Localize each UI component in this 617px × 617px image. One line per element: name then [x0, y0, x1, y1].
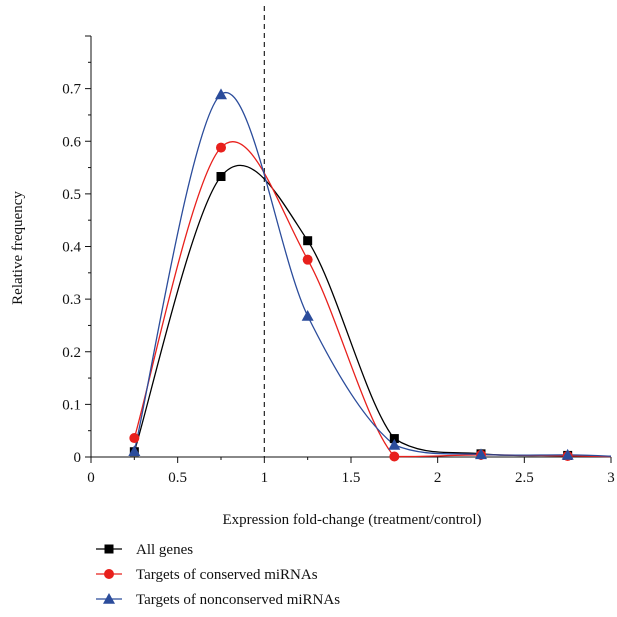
x-tick-label: 2 — [434, 470, 442, 486]
series-line-targets-of-conserved-mirnas — [133, 141, 612, 458]
x-axis-title: Expression fold-change (treatment/contro… — [222, 512, 481, 528]
legend-item-all-genes: All genes — [96, 542, 193, 558]
y-tick-label: 0.6 — [62, 134, 81, 150]
data-point-targets-of-nonconserved-mirnas — [561, 448, 574, 460]
data-point-targets-of-conserved-mirnas — [129, 433, 140, 444]
data-point-all-genes — [389, 434, 399, 444]
x-tick-label: 3 — [607, 470, 615, 486]
data-point-all-genes — [303, 236, 313, 246]
legend-label: Targets of nonconserved miRNAs — [136, 592, 340, 608]
y-tick-label: 0.4 — [62, 240, 81, 256]
legend-label: Targets of conserved miRNAs — [136, 567, 318, 583]
data-point-targets-of-nonconserved-mirnas — [128, 445, 141, 457]
y-tick-label: 0.7 — [62, 82, 81, 98]
legend: All genes Targets of conserved miRNAs Targ… — [96, 542, 340, 608]
data-point-targets-of-conserved-mirnas — [302, 254, 313, 265]
y-axis-title: Relative frequency — [10, 191, 26, 305]
legend-marker — [104, 569, 114, 579]
series-line-targets-of-nonconserved-mirnas — [133, 91, 612, 457]
x-tick-label: 1.5 — [342, 470, 361, 486]
y-tick-label: 0.2 — [62, 345, 81, 361]
data-point-all-genes — [216, 172, 226, 182]
y-tick-label: 0.1 — [62, 397, 81, 413]
legend-marker — [104, 544, 114, 554]
series-line-all-genes — [133, 164, 612, 458]
legend-marker — [103, 593, 115, 604]
y-tick-label: 0.3 — [62, 292, 81, 308]
y-tick-label: 0.5 — [62, 187, 81, 203]
data-point-targets-of-nonconserved-mirnas — [388, 438, 401, 450]
data-point-targets-of-nonconserved-mirnas — [215, 88, 227, 100]
legend-item-targets-of-conserved-mirnas: Targets of conserved miRNAs — [96, 567, 318, 583]
x-tick-label: 0 — [87, 470, 95, 486]
y-tick-label: 0 — [74, 450, 82, 466]
plot-area: 0 0.5 1 1.5 2 2.5 3 0 0.1 0.2 0.3 0.4 0.5 0.6 0.7 — [62, 6, 615, 486]
x-tick-label: 1 — [261, 470, 269, 486]
data-point-targets-of-conserved-mirnas — [216, 142, 226, 153]
data-point-targets-of-conserved-mirnas — [389, 451, 400, 462]
legend-item-targets-of-nonconserved-mirnas: Targets of nonconserved miRNAs — [96, 592, 340, 608]
data-point-targets-of-nonconserved-mirnas — [301, 309, 314, 321]
data-point-targets-of-nonconserved-mirnas — [475, 448, 487, 460]
legend-label: All genes — [136, 542, 193, 558]
x-tick-label: 2.5 — [515, 470, 534, 486]
x-tick-label: 0.5 — [168, 470, 187, 486]
